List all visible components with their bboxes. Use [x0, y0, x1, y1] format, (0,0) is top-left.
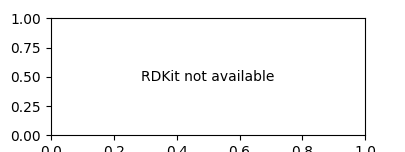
Text: RDKit not available: RDKit not available — [141, 70, 274, 84]
